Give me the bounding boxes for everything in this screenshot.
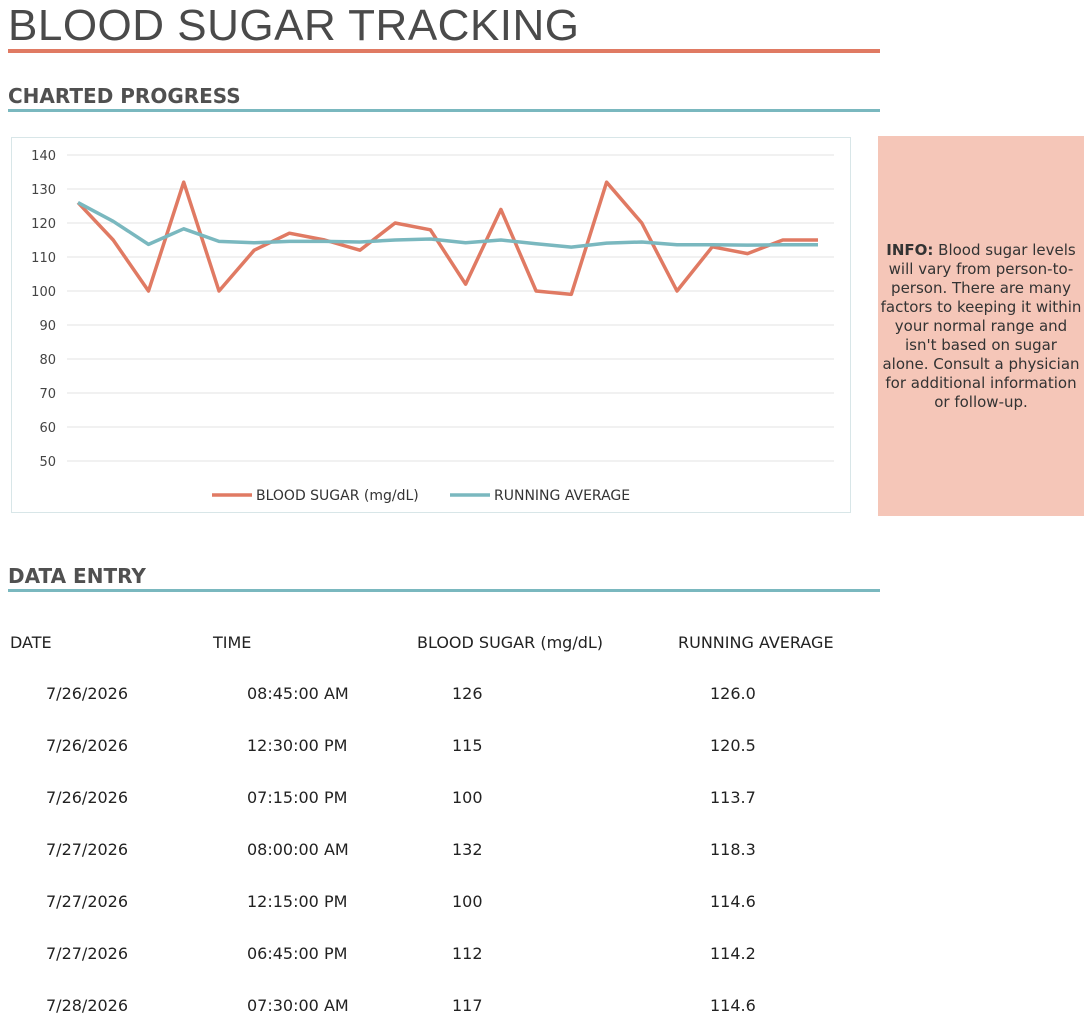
table-header-running-average[interactable]: RUNNING AVERAGE [678, 633, 834, 652]
table-header-blood-sugar[interactable]: BLOOD SUGAR (mg/dL) [417, 633, 604, 652]
cell-running-average[interactable]: 114.2 [710, 944, 756, 963]
y-tick-label: 60 [39, 421, 56, 436]
y-tick-label: 110 [31, 251, 56, 266]
cell-time[interactable]: 12:15:00 PM [247, 892, 348, 911]
y-tick-label: 130 [31, 183, 56, 198]
legend-label-running-average: RUNNING AVERAGE [494, 488, 630, 504]
cell-date[interactable]: 7/26/2026 [46, 736, 129, 755]
series-line-running-average [77, 201, 818, 249]
y-tick-label: 100 [31, 285, 56, 300]
cell-running-average[interactable]: 118.3 [710, 840, 756, 859]
cell-time[interactable]: 08:45:00 AM [247, 684, 349, 703]
section-title-charted-progress: CHARTED PROGRESS [8, 84, 241, 108]
chart-svg: 140 130 120 110 100 90 80 70 60 50 BLOOD SUGAR (mg… [31, 149, 834, 504]
cell-date[interactable]: 7/26/2026 [46, 788, 129, 807]
y-tick-label: 120 [31, 217, 56, 232]
cell-time[interactable]: 12:30:00 PM [247, 736, 348, 755]
title-underline [8, 49, 880, 53]
cell-blood-sugar[interactable]: 126 [452, 684, 483, 703]
cell-running-average[interactable]: 126.0 [710, 684, 756, 703]
cell-blood-sugar[interactable]: 115 [452, 736, 483, 755]
blood-sugar-chart[interactable]: 140 130 120 110 100 90 80 70 60 50 BLOOD SUGAR (mg… [11, 137, 851, 513]
cell-date[interactable]: 7/27/2026 [46, 892, 129, 911]
cell-running-average[interactable]: 114.6 [710, 996, 756, 1015]
cell-running-average[interactable]: 120.5 [710, 736, 756, 755]
cell-running-average[interactable]: 113.7 [710, 788, 756, 807]
cell-time[interactable]: 06:45:00 PM [247, 944, 348, 963]
section-underline-data [8, 589, 880, 592]
info-label: INFO: [886, 240, 934, 259]
legend-label-blood-sugar: BLOOD SUGAR (mg/dL) [256, 488, 419, 504]
series-line-blood-sugar [76, 180, 818, 297]
cell-time[interactable]: 07:30:00 AM [247, 996, 349, 1015]
cell-date[interactable]: 7/27/2026 [46, 840, 129, 859]
cell-blood-sugar[interactable]: 132 [452, 840, 483, 859]
cell-blood-sugar[interactable]: 117 [452, 996, 483, 1015]
cell-blood-sugar[interactable]: 100 [452, 892, 483, 911]
cell-date[interactable]: 7/26/2026 [46, 684, 129, 703]
page-title: BLOOD SUGAR TRACKING [8, 1, 580, 50]
info-text: Blood sugar levels will vary from person… [880, 240, 1082, 411]
y-tick-label: 50 [39, 455, 56, 470]
y-tick-label: 140 [31, 149, 56, 164]
table-header-time[interactable]: TIME [213, 633, 252, 652]
cell-running-average[interactable]: 114.6 [710, 892, 756, 911]
y-tick-label: 70 [39, 387, 56, 402]
cell-date[interactable]: 7/27/2026 [46, 944, 129, 963]
section-underline-chart [8, 109, 880, 112]
y-tick-label: 90 [39, 319, 56, 334]
table-header-date[interactable]: DATE [10, 633, 52, 652]
cell-blood-sugar[interactable]: 100 [452, 788, 483, 807]
info-box: INFO: Blood sugar levels will vary from … [878, 136, 1084, 516]
section-title-data-entry: DATA ENTRY [8, 564, 146, 588]
y-tick-label: 80 [39, 353, 56, 368]
info-content: INFO: Blood sugar levels will vary from … [880, 241, 1082, 412]
cell-time[interactable]: 07:15:00 PM [247, 788, 348, 807]
cell-time[interactable]: 08:00:00 AM [247, 840, 349, 859]
cell-blood-sugar[interactable]: 112 [452, 944, 483, 963]
cell-date[interactable]: 7/28/2026 [46, 996, 129, 1015]
